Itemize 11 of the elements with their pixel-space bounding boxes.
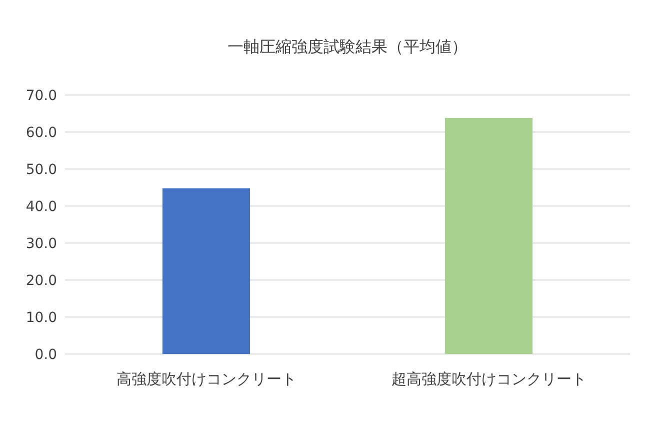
y-tick-label: 70.0 bbox=[26, 88, 57, 104]
y-tick-label: 60.0 bbox=[26, 125, 57, 141]
y-tick-label: 50.0 bbox=[26, 162, 57, 178]
x-tick-label: 超高強度吹付けコンクリート bbox=[391, 370, 586, 388]
x-tick-label: 高強度吹付けコンクリート bbox=[116, 370, 296, 388]
y-tick-label: 30.0 bbox=[26, 236, 57, 252]
y-tick-label: 10.0 bbox=[26, 310, 57, 326]
chart-title: 一軸圧縮強度試験結果（平均値） bbox=[228, 37, 468, 56]
y-tick-label: 40.0 bbox=[26, 199, 57, 215]
y-tick-label: 0.0 bbox=[34, 347, 57, 363]
y-tick-label: 20.0 bbox=[26, 273, 57, 289]
